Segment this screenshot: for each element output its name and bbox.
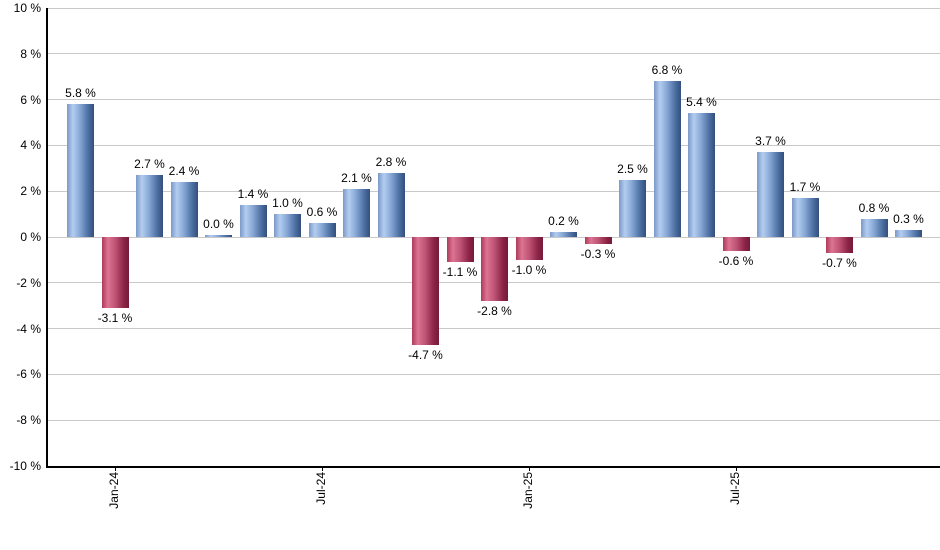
bar-value-label: 0.3 % [893, 212, 924, 227]
bar [550, 232, 577, 237]
bar-value-label: -0.3 % [580, 246, 616, 261]
x-axis-tick [736, 466, 737, 471]
gridline [48, 144, 940, 146]
y-axis-tick-label: -4 % [16, 321, 41, 336]
y-axis-tick-label: 0 % [20, 230, 41, 244]
gridline [48, 373, 940, 375]
y-axis-tick-label: 4 % [20, 138, 41, 153]
bar-value-label: 2.1 % [341, 170, 372, 185]
bar-value-label: 0.6 % [306, 205, 338, 220]
bar-value-label: 2.7 % [134, 157, 165, 172]
bar-value-label: -4.7 % [408, 347, 443, 362]
bar-value-label: -0.7 % [822, 256, 857, 271]
gridline [48, 7, 940, 9]
bar [170, 182, 198, 237]
bar-value-label: -1.0 % [511, 262, 547, 277]
bar-value-label: -3.1 % [97, 310, 133, 325]
bar-value-label: 0.0 % [203, 217, 234, 231]
bar-value-label: -0.6 % [718, 253, 754, 268]
bar-value-label: 1.7 % [789, 180, 821, 195]
x-axis-tick-label: Jan-24 [107, 472, 121, 509]
bar [377, 172, 405, 237]
bar-value-label: 0.2 % [548, 214, 579, 229]
x-axis-tick-label: Jul-25 [728, 472, 742, 505]
bar [515, 237, 543, 260]
bar-value-label: 6.8 % [651, 63, 683, 78]
y-axis-tick-label: -8 % [16, 413, 41, 428]
bar-value-label: 2.8 % [375, 154, 407, 169]
bar-value-label: -1.1 % [442, 265, 478, 280]
gridline [48, 419, 940, 421]
bar [412, 237, 439, 345]
bar-value-label: 3.7 % [755, 134, 786, 149]
y-axis-tick-label: 10 % [13, 1, 41, 15]
bar [688, 113, 715, 237]
bar [826, 237, 853, 254]
bar [722, 237, 750, 251]
x-axis-tick-label: Jul-24 [314, 472, 328, 505]
bar [274, 214, 301, 237]
bar [791, 198, 819, 237]
bar-value-label: -2.8 % [477, 304, 512, 319]
y-axis-tick-label: -6 % [16, 367, 41, 382]
bar [481, 237, 508, 302]
bar [757, 152, 784, 237]
bar-value-label: 2.5 % [617, 161, 648, 176]
x-axis-tick [322, 466, 323, 471]
gridline [48, 328, 940, 330]
x-axis-tick [115, 466, 116, 471]
bar-value-label: 5.4 % [686, 95, 717, 110]
plot-area: 5.8 % -3.1 % 2.7 % 2.4 % 0.0 % 1.4 % 1.0 % 0.6 … [46, 7, 940, 468]
y-axis-tick-label: -2 % [16, 275, 41, 290]
gridline [48, 190, 940, 192]
bar [308, 223, 336, 237]
x-axis-tick [529, 466, 530, 471]
bar [205, 235, 232, 237]
gridline [48, 53, 940, 55]
gridline [48, 99, 940, 101]
bar [619, 179, 646, 237]
bar-value-label: 1.4 % [237, 186, 269, 201]
bar [446, 237, 474, 263]
bar [895, 230, 922, 237]
bar-value-label: 5.8 % [65, 86, 96, 101]
y-axis-tick-label: 8 % [20, 46, 41, 61]
bar [136, 175, 163, 237]
bar-value-label: 0.8 % [858, 200, 890, 215]
bar-value-label: 1.0 % [272, 196, 303, 211]
y-axis-tick-label: 2 % [20, 184, 41, 199]
bar-value-label: 2.4 % [168, 164, 200, 179]
bar [860, 218, 888, 237]
y-axis-tick-label: 6 % [20, 92, 41, 107]
y-axis-tick-label: -10 % [9, 459, 41, 473]
bar [584, 237, 612, 244]
x-axis-tick-label: Jan-25 [521, 472, 535, 509]
bar [343, 188, 370, 237]
bar [101, 237, 129, 308]
bar [239, 204, 267, 237]
bar [653, 81, 681, 237]
bar [67, 104, 94, 237]
